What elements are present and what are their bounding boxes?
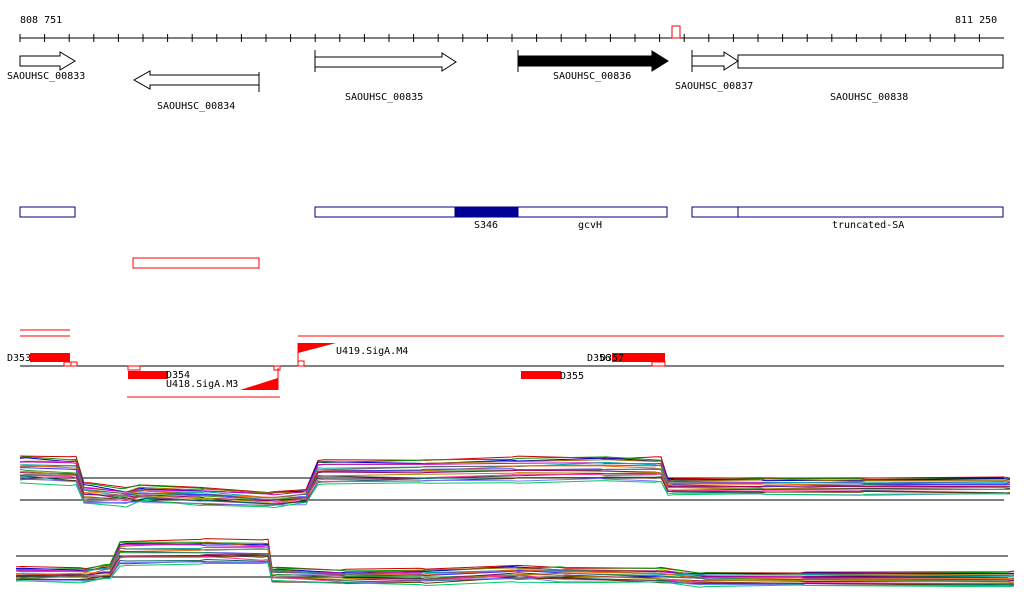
feature-block-D355[interactable]	[521, 371, 561, 379]
feature-tick	[70, 361, 78, 367]
expression-line	[15, 562, 1015, 588]
feature-label-D356: D356	[587, 353, 611, 364]
gene-arrow-SAOUHSC_00834[interactable]	[132, 70, 260, 90]
ruler: 808 751 811 250	[19, 15, 1004, 42]
expression-line	[19, 469, 1011, 502]
expression-line	[19, 461, 1011, 496]
feature-label-D353: D353	[7, 353, 31, 364]
feature-label-U418: U418.SigA.M3	[166, 379, 238, 390]
gene-label-SAOUHSC_00838: SAOUHSC_00838	[830, 92, 908, 103]
expression-line	[15, 555, 1015, 583]
feature-label-D354: D354	[166, 370, 190, 381]
annotation-label-truncated-SA: truncated-SA	[832, 220, 904, 231]
feature-outline-box[interactable]	[132, 257, 260, 269]
expression-profiles	[19, 455, 1011, 509]
expression-line	[19, 472, 1011, 505]
feature-track: D353 D354 U418.SigA.M3 U419.SigA.M4 D355…	[7, 329, 1004, 398]
expression-track-1	[19, 455, 1011, 509]
expression-line	[19, 464, 1011, 499]
expression-track-2	[15, 538, 1015, 588]
feature-tick	[273, 365, 281, 371]
gene-arrow-SAOUHSC_00833[interactable]	[19, 51, 76, 71]
ruler-end-label: 811 250	[955, 15, 997, 26]
promoter-U418[interactable]	[240, 378, 278, 390]
annotation-block-S346[interactable]	[454, 206, 519, 218]
gene-arrow-SAOUHSC_00837[interactable]	[691, 51, 739, 71]
feature-label-U419: U419.SigA.M4	[336, 346, 408, 357]
gene-label-SAOUHSC_00836: SAOUHSC_00836	[553, 71, 631, 82]
annotation-track: S346 gcvH truncated-SA	[19, 206, 1004, 231]
annotation-box[interactable]	[19, 206, 76, 218]
expression-line	[15, 541, 1015, 575]
gene-box-SAOUHSC_00838[interactable]	[737, 54, 1004, 69]
expression-line	[19, 455, 1011, 494]
position-marker[interactable]	[671, 25, 681, 39]
expression-line	[19, 457, 1011, 495]
feature-block-D357[interactable]	[612, 353, 665, 362]
gene-label-SAOUHSC_00835: SAOUHSC_00835	[345, 92, 423, 103]
expression-line	[15, 554, 1015, 583]
feature-block-D354[interactable]	[128, 371, 168, 379]
annotation-label-S346: S346	[474, 220, 498, 231]
feature-tick	[297, 360, 305, 367]
expression-line	[19, 480, 1011, 509]
feature-tick	[127, 365, 141, 371]
feature-tick	[63, 361, 72, 367]
expression-profiles	[15, 538, 1015, 588]
gene-label-SAOUHSC_00834: SAOUHSC_00834	[157, 101, 235, 112]
gene-track: SAOUHSC_00833 SAOUHSC_00834 SAOUHSC_0083…	[7, 50, 1004, 112]
gene-label-SAOUHSC_00837: SAOUHSC_00837	[675, 81, 753, 92]
feature-label-D355: D355	[560, 371, 584, 382]
annotation-box[interactable]	[691, 206, 739, 218]
promoter-U419[interactable]	[298, 343, 336, 353]
gene-arrow-SAOUHSC_00835[interactable]	[314, 52, 457, 72]
gene-arrow-SAOUHSC_00836[interactable]	[517, 50, 669, 72]
feature-tick	[651, 361, 666, 367]
expression-line	[19, 473, 1010, 505]
ruler-ticks	[19, 34, 980, 42]
expression-line	[16, 547, 1015, 580]
gene-label-SAOUHSC_00833: SAOUHSC_00833	[7, 71, 85, 82]
annotation-label-gcvH: gcvH	[578, 220, 602, 231]
annotation-box-truncated-SA[interactable]	[737, 206, 1004, 218]
ruler-start-label: 808 751	[20, 15, 62, 26]
feature-label-D357: D357	[600, 353, 624, 364]
feature-block-D353[interactable]	[30, 353, 70, 362]
